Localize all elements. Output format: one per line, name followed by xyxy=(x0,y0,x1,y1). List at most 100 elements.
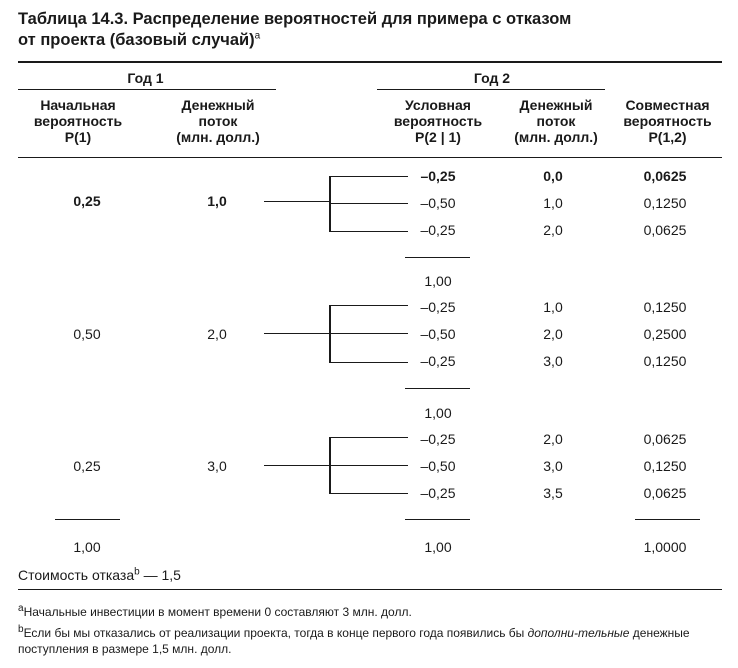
header-cash-flow-2-l1: Денежный xyxy=(519,97,593,113)
footnote-b-mark: b xyxy=(18,624,24,635)
total-cond-rule xyxy=(405,519,470,520)
group2-branch-line xyxy=(329,362,408,363)
group2-row1-joint-prob: 0,1250 xyxy=(643,299,687,315)
group2-branch-stem xyxy=(264,333,330,334)
footnote-b-text2: денежные поступления в размере 1,5 млн. … xyxy=(18,626,690,656)
group3-row1-joint-prob: 0,0625 xyxy=(643,431,687,447)
group1-row2-cond-prob: –0,50 xyxy=(420,195,456,211)
group1-row3-cash-flow: 2,0 xyxy=(543,222,563,238)
abandonment-cost-value: — 1,5 xyxy=(139,567,181,583)
group3-branch-line xyxy=(329,493,408,494)
header-conditional-probability-l2: вероятность xyxy=(393,113,483,129)
group1-branch-line xyxy=(329,203,408,204)
total-initial-rule xyxy=(55,519,120,520)
group3-row1-cash-flow: 2,0 xyxy=(543,431,563,447)
footnote-a: aНачальные инвестиции в момент времени 0… xyxy=(18,604,723,620)
header-conditional-probability-l3: P(2 | 1) xyxy=(415,129,461,145)
total-joint-probability: 1,0000 xyxy=(643,539,687,555)
abandonment-cost-label: Стоимость отказа xyxy=(18,567,135,583)
group2-row3-cash-flow: 3,0 xyxy=(543,353,563,369)
group2-subtotal-rule xyxy=(405,388,470,389)
group1-subtotal: 1,00 xyxy=(424,273,452,289)
header-conditional-probability-l1: Условная xyxy=(405,97,471,113)
footnote-marker-b: b xyxy=(134,566,140,578)
header-joint-probability-l1: Совместная xyxy=(625,97,710,113)
group2-row3-joint-prob: 0,1250 xyxy=(643,353,687,369)
header-conditional-probability: Условная вероятность P(2 | 1) xyxy=(383,97,493,145)
group2-row2-joint-prob: 0,2500 xyxy=(643,326,687,342)
abandonment-cost: Стоимость отказаb — 1,5 xyxy=(18,567,181,583)
header-joint-probability-l2: вероятность xyxy=(623,113,712,129)
total-joint-rule xyxy=(635,519,700,520)
group1-row2-cash-flow: 1,0 xyxy=(543,195,563,211)
group1-row1-joint-prob: 0,0625 xyxy=(643,168,687,184)
group3-initial-probability: 0,25 xyxy=(73,458,101,474)
group3-branch-line xyxy=(329,437,408,438)
header-cash-flow-1-l3: (млн. долл.) xyxy=(176,129,260,145)
header-initial-probability-l2: вероятность xyxy=(33,113,123,129)
table-title-line1: Таблица 14.3. Распределение вероятностей… xyxy=(18,10,572,28)
group3-row2-cond-prob: –0,50 xyxy=(420,458,456,474)
footnote-b-text1: Если бы мы отказались от реализации прое… xyxy=(23,626,528,640)
header-cash-flow-1-l2: поток xyxy=(198,113,238,129)
group1-row1-cond-prob: –0,25 xyxy=(420,168,456,184)
table-top-rule xyxy=(18,61,722,63)
footnote-a-text: Начальные инвестиции в момент времени 0 … xyxy=(23,605,412,619)
header-cash-flow-2-l2: поток xyxy=(536,113,576,129)
footnote-b: bЕсли бы мы отказались от реализации про… xyxy=(18,625,723,657)
group3-row2-joint-prob: 0,1250 xyxy=(643,458,687,474)
group1-row3-joint-prob: 0,0625 xyxy=(643,222,687,238)
group2-row1-cond-prob: –0,25 xyxy=(420,299,456,315)
footnote-marker-a: a xyxy=(254,30,261,42)
header-joint-probability: Совместная вероятность P(1,2) xyxy=(610,97,725,145)
group1-branch-stem xyxy=(264,201,330,202)
group3-row3-cash-flow: 3,5 xyxy=(543,485,563,501)
header-cash-flow-1: Денежный поток (млн. долл.) xyxy=(158,97,278,145)
table-title: Таблица 14.3. Распределение вероятностей… xyxy=(18,9,728,51)
group1-row2-joint-prob: 0,1250 xyxy=(643,195,687,211)
header-cash-flow-2-l3: (млн. долл.) xyxy=(514,129,598,145)
group3-row3-joint-prob: 0,0625 xyxy=(643,485,687,501)
year1-rule xyxy=(18,89,276,90)
header-cash-flow-1-l1: Денежный xyxy=(181,97,255,113)
group3-cash-flow: 3,0 xyxy=(207,458,227,474)
header-bottom-rule xyxy=(18,157,722,158)
header-initial-probability-l1: Начальная xyxy=(40,97,116,113)
group1-subtotal-rule xyxy=(405,257,470,258)
group1-initial-probability: 0,25 xyxy=(73,193,101,209)
total-conditional-probability: 1,00 xyxy=(424,539,452,555)
header-year2: Год 2 xyxy=(473,70,511,86)
group1-branch-line xyxy=(329,176,408,177)
header-cash-flow-2: Денежный поток (млн. долл.) xyxy=(500,97,612,145)
group3-row1-cond-prob: –0,25 xyxy=(420,431,456,447)
group1-row3-cond-prob: –0,25 xyxy=(420,222,456,238)
group2-branch-line xyxy=(329,305,408,306)
group2-row1-cash-flow: 1,0 xyxy=(543,299,563,315)
group1-row1-cash-flow: 0,0 xyxy=(543,168,563,184)
group1-branch-bracket xyxy=(329,176,331,232)
group2-cash-flow: 2,0 xyxy=(207,326,227,342)
header-initial-probability: Начальная вероятность P(1) xyxy=(28,97,128,145)
group3-branch-stem xyxy=(264,465,330,466)
header-year1: Год 1 xyxy=(127,70,164,86)
group3-row3-cond-prob: –0,25 xyxy=(420,485,456,501)
group3-branch-line xyxy=(329,465,408,466)
footnote-a-mark: a xyxy=(18,603,24,614)
group1-branch-line xyxy=(329,231,408,232)
group2-row3-cond-prob: –0,25 xyxy=(420,353,456,369)
group2-row2-cash-flow: 2,0 xyxy=(543,326,563,342)
header-joint-probability-l3: P(1,2) xyxy=(648,129,687,145)
group1-cash-flow: 1,0 xyxy=(207,193,227,209)
group2-branch-bracket xyxy=(329,305,331,363)
year2-rule xyxy=(377,89,605,90)
total-initial-probability: 1,00 xyxy=(73,539,101,555)
table-title-line2: от проекта (базовый случай)a xyxy=(18,30,728,51)
group2-row2-cond-prob: –0,50 xyxy=(420,326,456,342)
footnote-b-italic: дополни-тельные xyxy=(527,626,630,640)
group3-row2-cash-flow: 3,0 xyxy=(543,458,563,474)
group2-initial-probability: 0,50 xyxy=(73,326,101,342)
group2-subtotal: 1,00 xyxy=(424,405,452,421)
table-bottom-rule xyxy=(18,589,722,590)
group2-branch-line xyxy=(329,333,408,334)
header-initial-probability-l3: P(1) xyxy=(64,129,92,145)
